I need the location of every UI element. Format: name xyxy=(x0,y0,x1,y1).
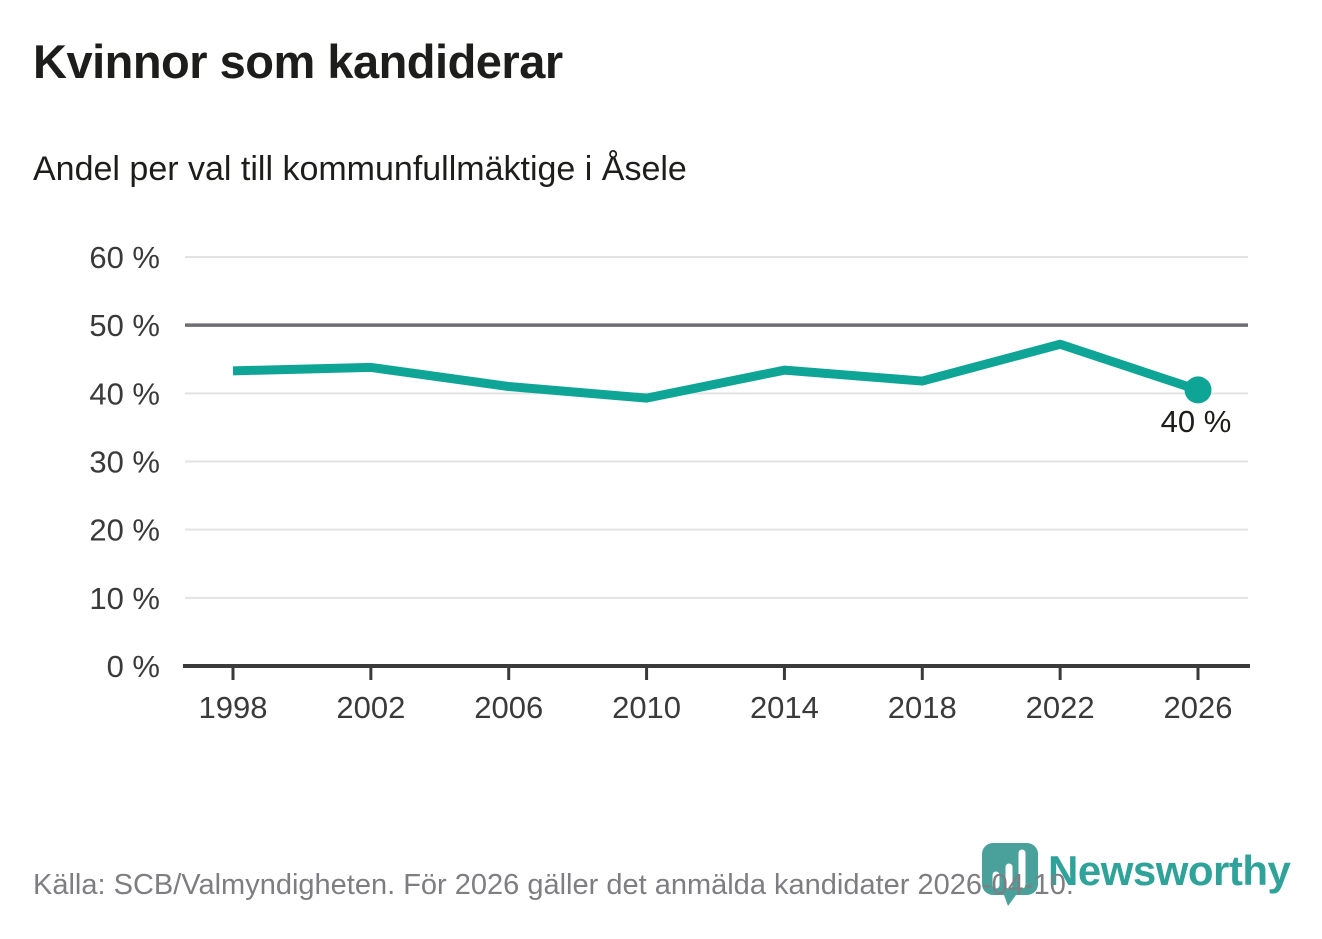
y-axis-tick-label: 0 % xyxy=(107,649,160,684)
footer-source-text: Källa: SCB/Valmyndigheten. För 2026 gäll… xyxy=(33,869,1074,901)
y-axis-tick-label: 40 % xyxy=(89,376,160,411)
newsworthy-logo[interactable]: Newsworthy xyxy=(981,842,1291,906)
chart-subtitle: Andel per val till kommunfullmäktige i Å… xyxy=(33,150,687,188)
end-point-marker xyxy=(1184,376,1212,404)
x-axis-tick-label: 2026 xyxy=(1164,690,1233,725)
y-axis-tick-label: 60 % xyxy=(89,240,160,275)
newsworthy-logo-icon xyxy=(982,843,1038,906)
y-axis-tick-label: 30 % xyxy=(89,445,160,480)
x-axis-tick-label: 2002 xyxy=(336,690,405,725)
y-axis-tick-label: 50 % xyxy=(89,308,160,343)
y-axis-tick-label: 10 % xyxy=(89,581,160,616)
x-axis-tick-label: 2018 xyxy=(888,690,957,725)
x-axis-tick-label: 2022 xyxy=(1026,690,1095,725)
y-axis-tick-label: 20 % xyxy=(89,513,160,548)
data-line xyxy=(232,339,1200,403)
x-axis-tick-label: 2006 xyxy=(474,690,543,725)
x-axis-tick-label: 2010 xyxy=(612,690,681,725)
x-axis-tick-label: 1998 xyxy=(199,690,268,725)
newsworthy-wordmark: Newsworthy xyxy=(1048,847,1291,894)
end-point-label: 40 % xyxy=(1161,404,1232,439)
x-axis-tick-label: 2014 xyxy=(750,690,819,725)
chart-title: Kvinnor som kandiderar xyxy=(33,35,563,88)
line-chart-svg: 0 % 10 % 20 % 30 % 40 % 50 % 60 % 1998 2002 2006 2… xyxy=(89,240,1250,725)
